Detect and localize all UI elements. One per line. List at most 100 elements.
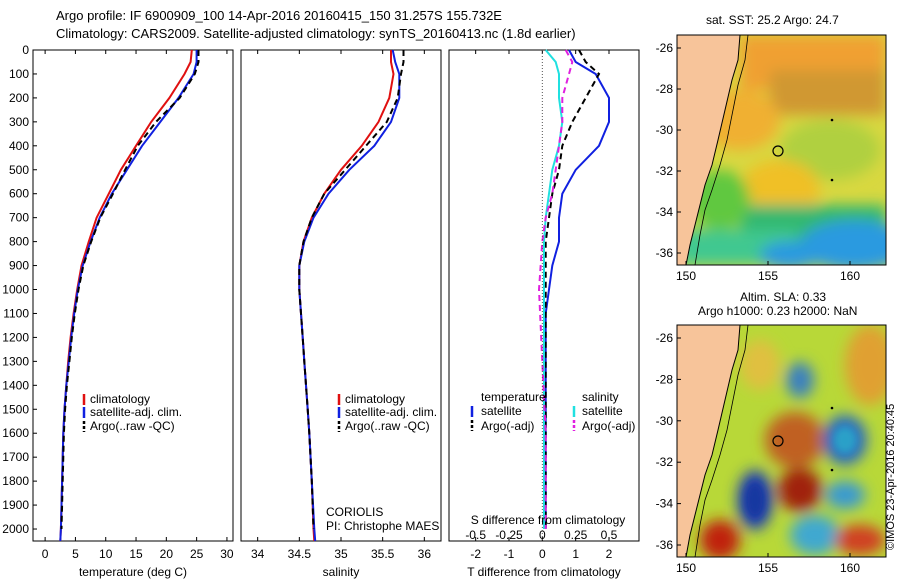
salinity-legend: climatology satellite-adj. clim. Argo(..… [337, 392, 437, 433]
lat-tick-label: -26 [656, 331, 674, 345]
temperature-axes [32, 49, 234, 542]
series-line-argo-raw-qc- [60, 50, 200, 530]
sst-map [677, 35, 886, 265]
x-tick-label: 35 [334, 547, 348, 561]
series-line-argo-raw-qc- [298, 50, 405, 530]
y-tick-label: 1700 [2, 450, 29, 464]
sst-land [677, 35, 741, 265]
x-tick-label: 2 [606, 547, 613, 561]
series-line-satellite-adj-clim- [59, 50, 198, 542]
lon-tick-label: 160 [840, 561, 860, 575]
y-tick-label: 0 [22, 43, 29, 57]
x-tick-label: 5 [72, 547, 79, 561]
sla-map [677, 325, 886, 557]
y-tick-label: 900 [9, 259, 29, 273]
legend-argo-label: Argo(..raw -QC) [345, 419, 430, 433]
sla-map-title: Altim. SLA: 0.33 [740, 290, 826, 304]
legend-sat-label: satellite-adj. clim. [90, 405, 182, 419]
s-tick-label: 0.25 [564, 528, 588, 542]
legend-clim-label: climatology [90, 392, 150, 406]
series-line-t-satellite [544, 49, 610, 529]
legend-argo-label: Argo(..raw -QC) [90, 419, 175, 433]
y-tick-label: 1100 [3, 306, 29, 320]
sst-map-frame [676, 34, 887, 266]
y-tick-label: 1600 [2, 426, 29, 440]
y-tick-label: 1900 [2, 498, 29, 512]
temperature-legend: climatology satellite-adj. clim. Argo(..… [82, 392, 182, 433]
y-tick-label: 600 [9, 187, 29, 201]
y-tick-label: 300 [9, 115, 29, 129]
lat-tick-label: -32 [656, 455, 674, 469]
series-line-climatology [298, 50, 395, 542]
y-tick-label: 700 [9, 211, 29, 225]
x-tick-label: -1 [504, 547, 515, 561]
island-marker [830, 468, 834, 472]
legend-temperature-title: temperature [481, 390, 546, 404]
temperature-xlabel: temperature (deg C) [79, 565, 187, 579]
x-tick-label: 0 [539, 547, 546, 561]
y-tick-label: 100 [9, 67, 29, 81]
header-line2: Climatology: CARS2009. Satellite-adjuste… [56, 26, 576, 41]
difference-axes [448, 49, 640, 542]
s-tick-label: 0.5 [601, 528, 618, 542]
x-tick-label: 1 [572, 547, 579, 561]
y-tick-label: 1500 [2, 402, 29, 416]
x-tick-label: 36 [418, 547, 432, 561]
island-marker [830, 406, 834, 410]
x-tick-label: 25 [190, 547, 204, 561]
t-diff-xlabel: T difference from climatology [467, 565, 621, 579]
sla-contour [694, 325, 749, 557]
legend-sargo-label: Argo(-adj) [582, 419, 635, 433]
legend-targo-label: Argo(-adj) [481, 419, 534, 433]
lat-tick-label: -26 [656, 41, 674, 55]
series-line-s-argo-adj- [537, 49, 574, 529]
x-tick-label: 20 [160, 547, 174, 561]
y-tick-label: 1300 [2, 354, 29, 368]
lon-tick-label: 155 [758, 561, 778, 575]
lat-tick-label: -34 [656, 497, 674, 511]
s-tick-label: -0.25 [495, 528, 523, 542]
legend-salinity-title: salinity [582, 390, 619, 404]
lat-tick-label: -34 [656, 205, 674, 219]
legend-ssat-label: satellite [582, 404, 623, 418]
lat-tick-label: -30 [656, 123, 674, 137]
header-line1: Argo profile: IF 6900909_100 14-Apr-2016… [56, 8, 502, 23]
y-tick-label: 500 [9, 163, 29, 177]
y-tick-label: 2000 [2, 522, 29, 536]
lon-tick-label: 155 [758, 269, 778, 283]
lat-tick-label: -36 [656, 246, 674, 260]
sla-land [677, 325, 741, 557]
y-tick-label: 200 [9, 91, 29, 105]
x-tick-label: 0 [42, 547, 49, 561]
salinity-axes [240, 49, 442, 542]
legend-tsat-label: satellite [481, 404, 522, 418]
s-tick-label: -0.5 [465, 528, 486, 542]
pi-label: PI: Christophe MAES [326, 519, 439, 533]
s-diff-xlabel: S difference from climatology [471, 513, 626, 527]
x-tick-label: 34 [251, 547, 265, 561]
y-tick-label: 1800 [2, 474, 29, 488]
y-tick-label: 400 [9, 139, 29, 153]
coriolis-label: CORIOLIS [326, 505, 383, 519]
y-tick-label: 1000 [2, 283, 29, 297]
lon-tick-label: 150 [676, 269, 696, 283]
argo-position-marker [772, 435, 784, 447]
legend-sat-label: satellite-adj. clim. [345, 405, 437, 419]
sla-map-subtitle: Argo h1000: 0.23 h2000: NaN [698, 304, 857, 318]
x-tick-label: 35.5 [371, 547, 395, 561]
island-marker [830, 178, 834, 182]
island-marker [830, 118, 834, 122]
sst-contour [694, 35, 749, 265]
x-tick-label: 15 [129, 547, 143, 561]
lat-tick-label: -28 [656, 372, 674, 386]
salinity-xlabel: salinity [323, 565, 360, 579]
lat-tick-label: -32 [656, 164, 674, 178]
sst-map-title: sat. SST: 25.2 Argo: 24.7 [706, 13, 839, 27]
copyright-stamp: ©IMOS 23-Apr-2016 20:40:45 [885, 404, 897, 550]
sla-map-frame [676, 324, 887, 558]
legend-clim-label: climatology [345, 392, 405, 406]
lat-tick-label: -30 [656, 414, 674, 428]
lon-tick-label: 150 [676, 561, 696, 575]
lat-tick-label: -28 [656, 82, 674, 96]
